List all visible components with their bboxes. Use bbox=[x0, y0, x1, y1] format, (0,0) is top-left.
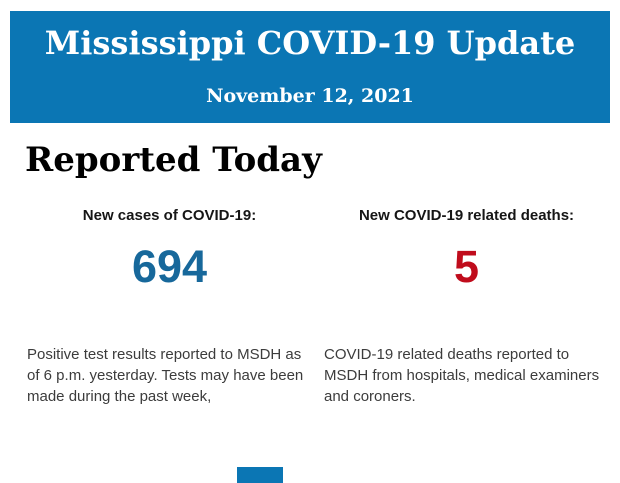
deaths-description: COVID-19 related deaths reported to MSDH… bbox=[324, 346, 600, 405]
cases-description: Positive test results reported to MSDH a… bbox=[27, 346, 304, 405]
page-title: Mississippi COVID-19 Update bbox=[44, 24, 576, 62]
header-date: November 12, 2021 bbox=[206, 85, 414, 107]
deaths-value: 5 bbox=[453, 241, 480, 292]
stats-grid: New cases of COVID-19: 694 Positive test… bbox=[27, 207, 609, 407]
cases-value: 694 bbox=[131, 241, 208, 292]
stat-deaths: New COVID-19 related deaths: 5 COVID-19 … bbox=[324, 207, 609, 407]
deaths-label: New COVID-19 related deaths: bbox=[358, 207, 575, 224]
cases-label: New cases of COVID-19: bbox=[82, 207, 257, 224]
header-banner: Mississippi COVID-19 Update November 12,… bbox=[10, 11, 610, 123]
next-section-banner-peek bbox=[237, 467, 283, 483]
section-heading: Reported Today bbox=[25, 140, 322, 180]
stat-cases: New cases of COVID-19: 694 Positive test… bbox=[27, 207, 312, 407]
